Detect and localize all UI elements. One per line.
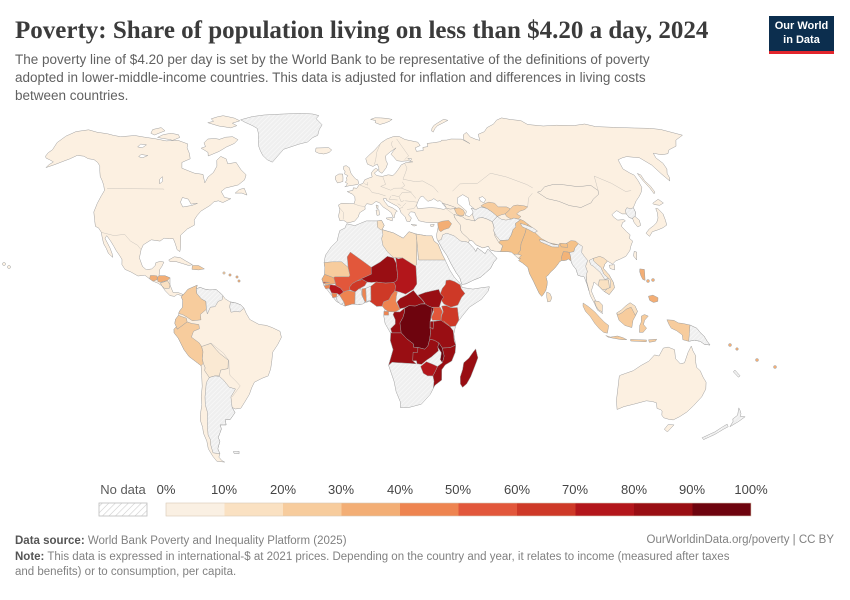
svg-text:0%: 0% [157, 482, 176, 497]
svg-text:No data: No data [100, 482, 146, 497]
svg-text:40%: 40% [387, 482, 413, 497]
svg-text:90%: 90% [679, 482, 705, 497]
svg-text:80%: 80% [621, 482, 647, 497]
svg-text:70%: 70% [562, 482, 588, 497]
svg-text:50%: 50% [445, 482, 471, 497]
svg-text:60%: 60% [504, 482, 530, 497]
svg-text:100%: 100% [734, 482, 768, 497]
svg-text:30%: 30% [328, 482, 354, 497]
svg-text:20%: 20% [270, 482, 296, 497]
svg-text:10%: 10% [211, 482, 237, 497]
